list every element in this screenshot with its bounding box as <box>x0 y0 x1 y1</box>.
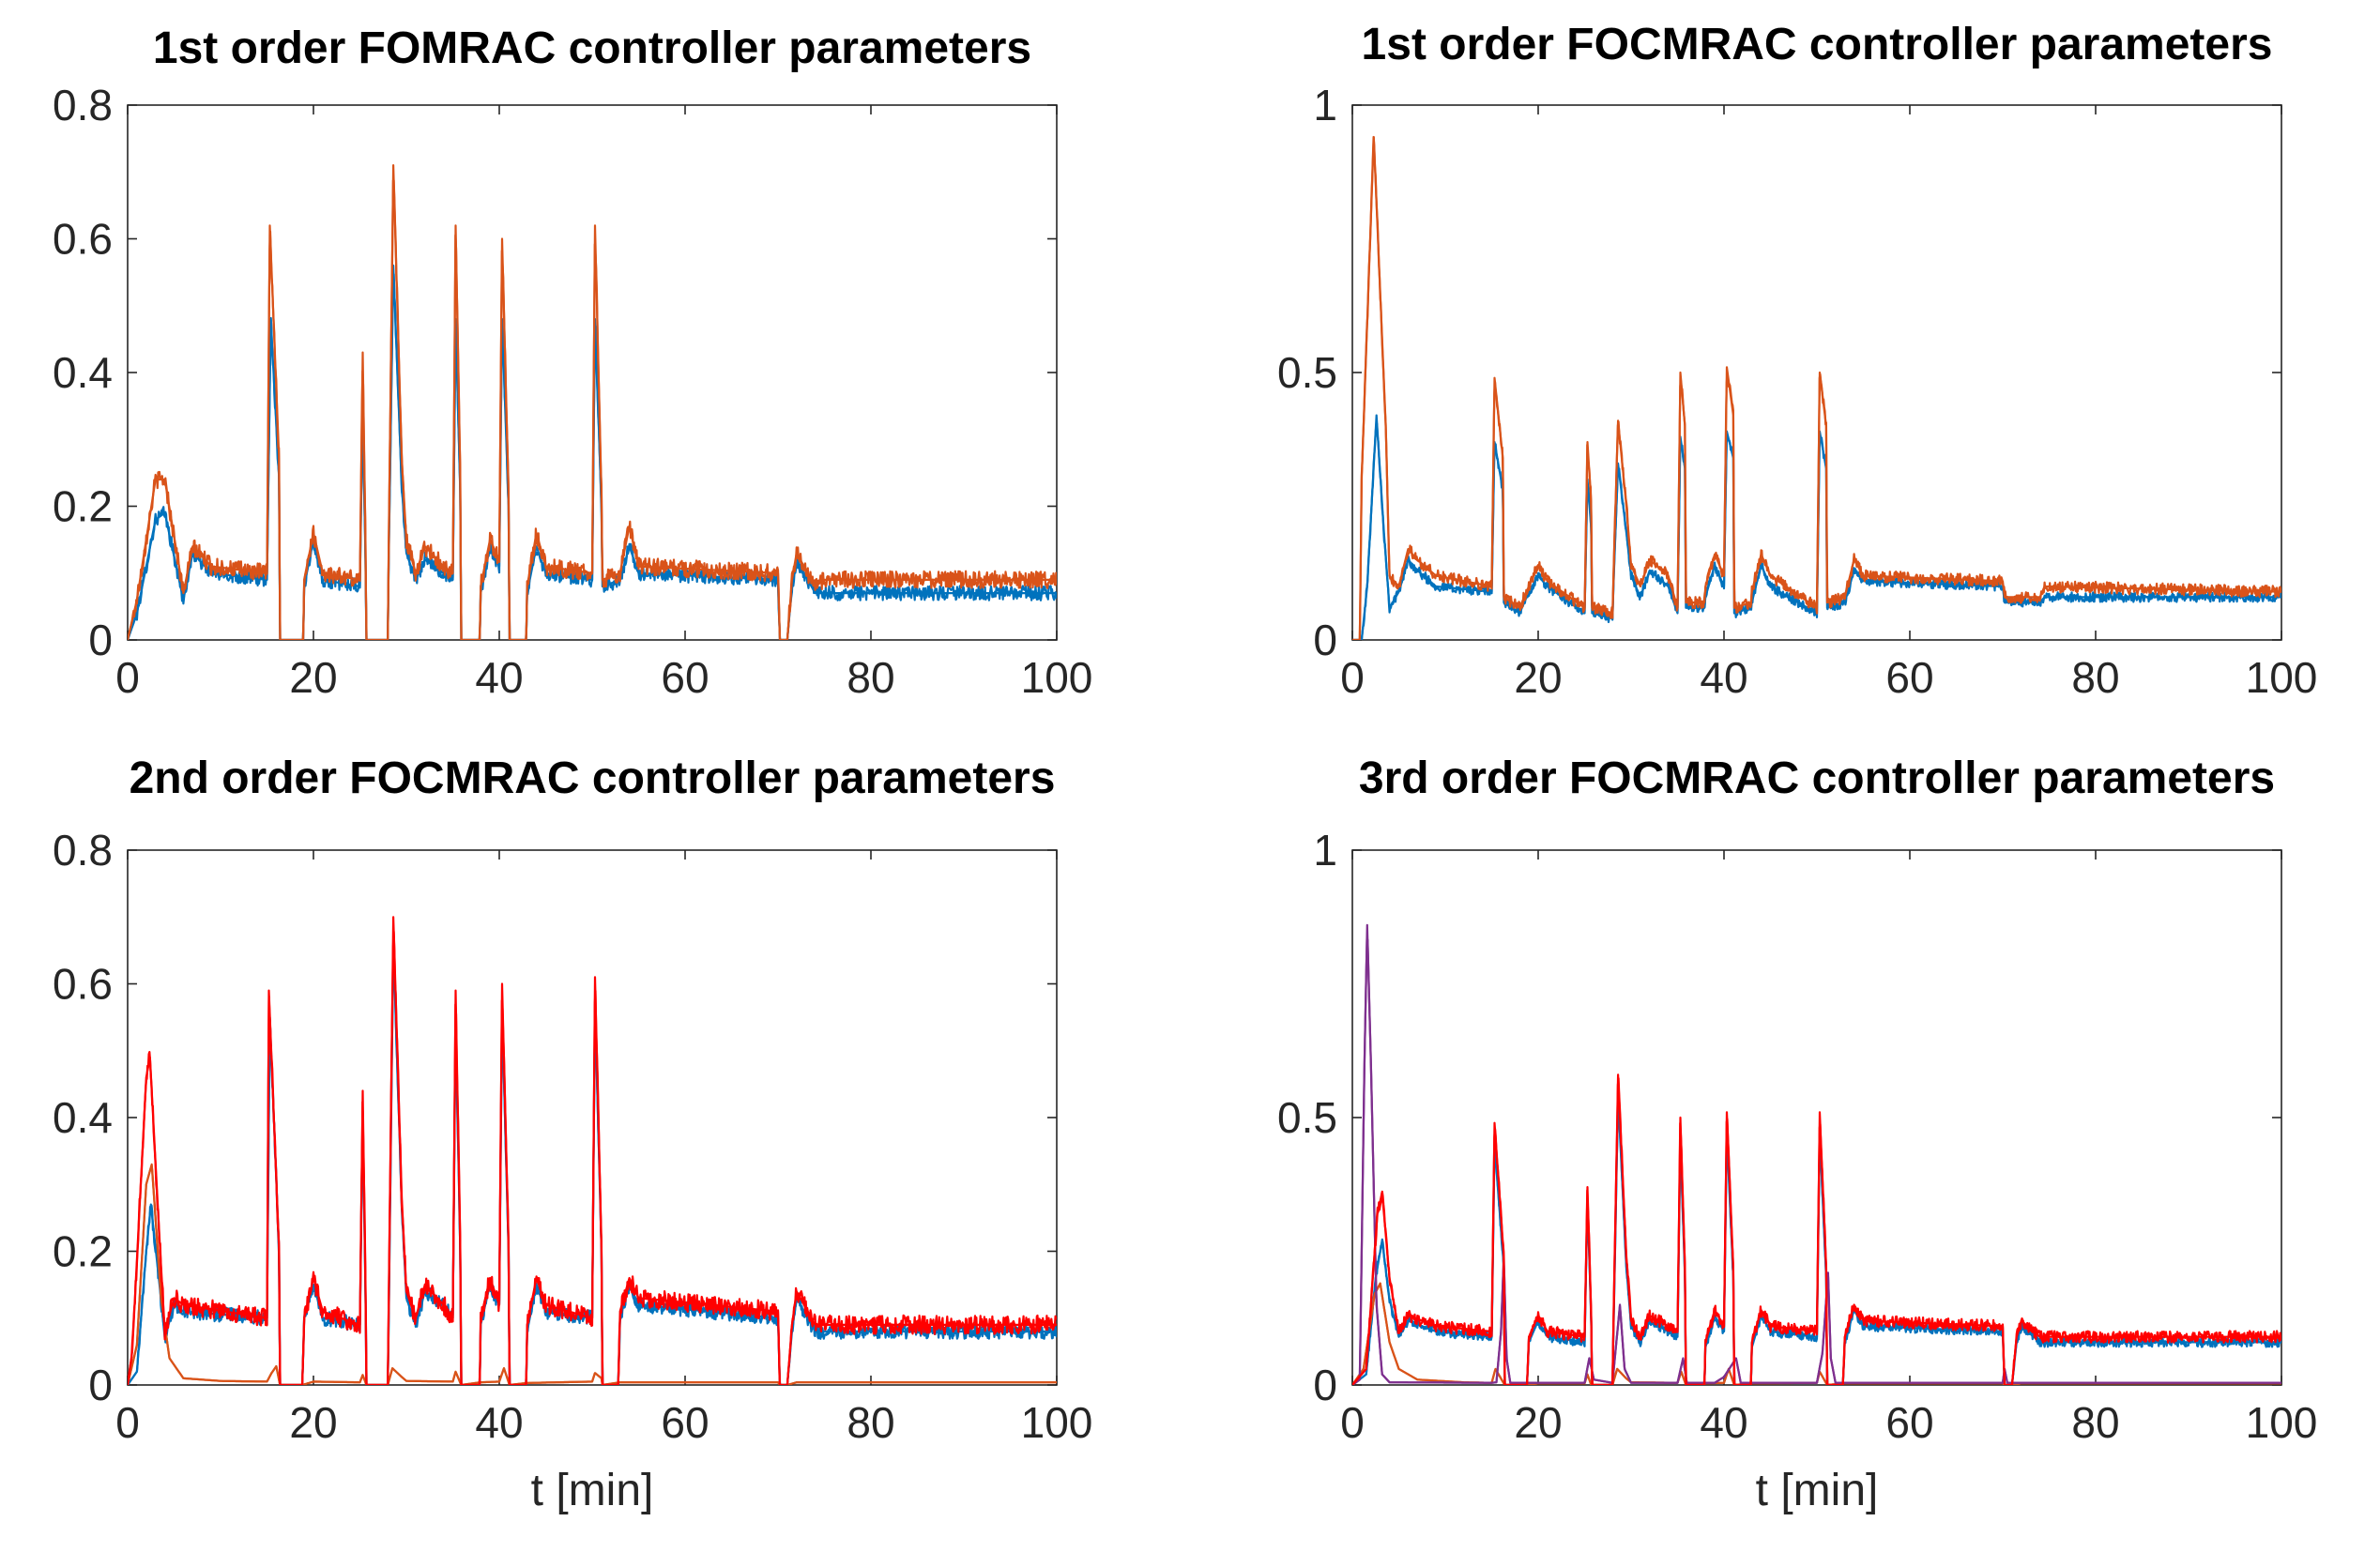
chart-title: 3rd order FOCMRAC controller parameters <box>1359 753 2275 803</box>
series-envelope-4 <box>1352 1073 2281 1385</box>
x-tick-label: 0 <box>115 653 140 702</box>
y-tick-label: 0.6 <box>53 960 113 1009</box>
y-tick-label: 0.4 <box>53 348 113 397</box>
chart-panel-2: 1st order FOCMRAC controller parameters 0… <box>1277 20 2317 702</box>
x-tick-label: 0 <box>1340 653 1365 702</box>
chart-panel-4: 3rd order FOCMRAC controller parameters 0… <box>1277 753 2317 1515</box>
x-tick-label: 100 <box>2246 653 2318 702</box>
x-axis-label: t [min] <box>1756 1466 1879 1515</box>
x-tick-label: 80 <box>847 1398 894 1447</box>
series-envelope-3 <box>1352 923 2281 1385</box>
y-tick-label: 0.2 <box>53 1227 113 1276</box>
x-tick-label: 80 <box>2071 653 2119 702</box>
y-tick-label: 0 <box>1313 1361 1337 1409</box>
y-tick-label: 0 <box>1313 616 1337 664</box>
x-tick-label: 20 <box>1514 653 1562 702</box>
series-envelope-2 <box>1352 136 2281 640</box>
x-tick-label: 40 <box>1700 653 1747 702</box>
y-tick-label: 0.8 <box>53 81 113 129</box>
x-tick-label: 20 <box>289 653 337 702</box>
y-tick-label: 0.5 <box>1277 348 1337 397</box>
series-line-3 <box>128 930 1057 1385</box>
x-tick-label: 100 <box>2246 1398 2318 1447</box>
chart-panel-1: 1st order FOMRAC controller parameters 0 2… <box>53 23 1092 702</box>
y-tick-label: 0 <box>88 1361 113 1409</box>
x-tick-label: 80 <box>847 653 894 702</box>
y-tick-label: 0.4 <box>53 1093 113 1142</box>
x-tick-label: 20 <box>289 1398 337 1447</box>
y-tick-label: 1 <box>1313 826 1337 875</box>
series-envelope-1 <box>1352 414 2281 640</box>
y-tick-label: 0 <box>88 616 113 664</box>
y-tick-label: 1 <box>1313 81 1337 129</box>
chart-title: 1st order FOMRAC controller parameters <box>153 23 1031 73</box>
x-tick-label: 100 <box>1021 1398 1093 1447</box>
x-tick-label: 60 <box>1885 1398 1933 1447</box>
series-envelope-2 <box>128 164 1057 640</box>
x-tick-label: 60 <box>1885 653 1933 702</box>
chart-panel-3: 2nd order FOCMRAC controller parameters 0… <box>53 753 1092 1515</box>
x-tick-label: 40 <box>475 1398 523 1447</box>
series-line-1 <box>1352 1104 2281 1385</box>
y-tick-label: 0.2 <box>53 482 113 531</box>
chart-title: 2nd order FOCMRAC controller parameters <box>130 753 1056 803</box>
x-axis-label: t [min] <box>531 1466 654 1515</box>
x-tick-label: 100 <box>1021 653 1093 702</box>
series-line-4 <box>1352 1077 2281 1385</box>
series-envelope-3 <box>128 916 1057 1385</box>
x-tick-label: 0 <box>1340 1398 1365 1447</box>
y-tick-label: 0.5 <box>1277 1093 1337 1142</box>
x-tick-label: 60 <box>661 653 709 702</box>
series-envelope-2 <box>1352 1282 2281 1385</box>
chart-title: 1st order FOCMRAC controller parameters <box>1362 20 2273 69</box>
x-tick-label: 40 <box>1700 1398 1747 1447</box>
y-tick-label: 0.6 <box>53 215 113 264</box>
x-tick-label: 80 <box>2071 1398 2119 1447</box>
x-tick-label: 40 <box>475 653 523 702</box>
x-tick-label: 0 <box>115 1398 140 1447</box>
x-tick-label: 60 <box>661 1398 709 1447</box>
x-tick-label: 20 <box>1514 1398 1562 1447</box>
y-tick-label: 0.8 <box>53 826 113 875</box>
